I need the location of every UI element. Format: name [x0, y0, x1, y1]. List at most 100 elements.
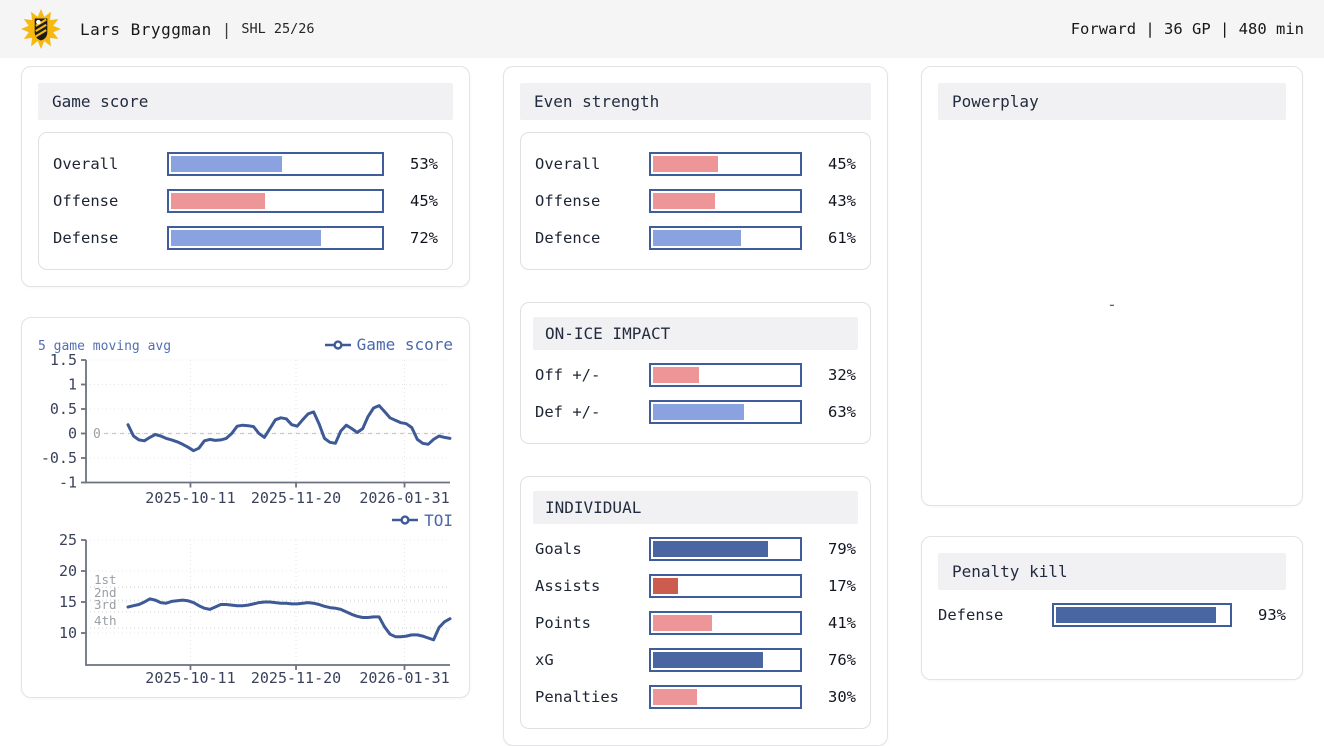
x-tick-label: 2026-01-31	[359, 489, 449, 507]
x-tick-label: 2025-10-11	[145, 489, 235, 507]
stat-bar-row: Overall 45%	[535, 152, 856, 176]
stat-value: 17%	[828, 577, 856, 595]
stat-label: Defense	[938, 606, 1004, 624]
penalty-kill-title: Penalty kill	[938, 553, 1286, 590]
x-tick-label: 2025-11-20	[251, 669, 341, 686]
powerplay-card: Powerplay -	[921, 66, 1303, 506]
stat-bar-track	[649, 537, 802, 561]
stat-value: 76%	[828, 651, 856, 669]
stat-value: 79%	[828, 540, 856, 558]
stat-bar-fill	[653, 541, 768, 557]
stat-label: Off +/-	[535, 366, 601, 384]
stat-label: Penalties	[535, 688, 619, 706]
zero-line-label: 0	[93, 427, 101, 442]
stat-value: 41%	[828, 614, 856, 632]
stat-bar-track	[649, 685, 802, 709]
right-column: Powerplay - Penalty kill Defense 93%	[921, 66, 1303, 746]
stat-bar-fill	[653, 689, 697, 705]
stat-bar-row: xG 76%	[535, 648, 856, 672]
stat-bar-row: Overall 53%	[53, 152, 438, 176]
x-tick-label: 2025-11-20	[251, 489, 341, 507]
team-logo-icon[interactable]	[20, 6, 62, 52]
stat-bar-row: Defense 93%	[938, 603, 1286, 627]
stat-value: 45%	[410, 192, 438, 210]
stat-bar-track	[649, 152, 802, 176]
stat-bar-row: Defense 72%	[53, 226, 438, 250]
y-tick-label: 10	[59, 624, 77, 642]
stat-bar-track	[167, 226, 384, 250]
stat-bar-fill	[171, 230, 322, 246]
y-tick-label: 0.5	[50, 400, 77, 418]
stat-bar-track	[649, 574, 802, 598]
game-score-bars: Overall 53% Offense 45% Defense 72%	[38, 132, 453, 270]
stat-bar-fill	[171, 156, 282, 172]
stat-bar-track	[167, 189, 384, 213]
y-tick-label: 1	[68, 376, 77, 394]
on-ice-impact-section: ON-ICE IMPACT Off +/- 32% Def +/- 63%	[520, 302, 871, 444]
stat-value: 30%	[828, 688, 856, 706]
app-header: Lars Bryggman | SHL 25/26 Forward | 36 G…	[0, 0, 1324, 58]
y-tick-label: 1.5	[50, 354, 77, 369]
stat-bar-row: Assists 17%	[535, 574, 856, 598]
stat-value: 43%	[828, 192, 856, 210]
stat-bar-fill	[653, 404, 745, 420]
zone-label: 3rd	[94, 597, 117, 612]
stat-label: Goals	[535, 540, 582, 558]
game-score-line-chart: 0 1.5 1 0.5 0 -0.5 -1 2025-10-11 2025-11-20 2026-…	[41, 354, 452, 507]
stat-bar-track	[649, 189, 802, 213]
stat-label: Overall	[535, 155, 601, 173]
stat-bar-row: Defence 61%	[535, 226, 856, 250]
stat-label: Points	[535, 614, 591, 632]
stat-bar-fill	[653, 367, 700, 383]
on-ice-impact-title: ON-ICE IMPACT	[533, 317, 858, 350]
stat-bar-track	[1052, 603, 1232, 627]
middle-column: Even strength Overall 45% Offense 43% Defenc…	[503, 66, 888, 746]
stat-label: xG	[535, 651, 554, 669]
stat-value: 93%	[1258, 606, 1286, 624]
stat-bar-track	[649, 648, 802, 672]
x-tick-label: 2025-10-11	[145, 669, 235, 686]
stat-label: Defense	[53, 229, 119, 247]
individual-title: INDIVIDUAL	[533, 491, 858, 524]
stat-bar-fill	[653, 230, 742, 246]
even-strength-card: Even strength Overall 45% Offense 43% Defenc…	[503, 66, 888, 746]
stat-label: Offense	[53, 192, 119, 210]
legend-line-marker-icon	[392, 515, 419, 525]
stat-bar-row: Def +/- 63%	[535, 400, 856, 424]
stat-bar-fill	[1056, 607, 1216, 623]
league-season: SHL 25/26	[241, 21, 315, 37]
stat-bar-fill	[653, 156, 719, 172]
on-ice-impact-bars: Off +/- 32% Def +/- 63%	[535, 363, 856, 424]
x-tick-label: 2026-01-31	[359, 669, 449, 686]
game-score-card: Game score Overall 53% Offense 45% Defense 72…	[21, 66, 470, 287]
stat-label: Def +/-	[535, 403, 601, 421]
stat-bar-row: Offense 45%	[53, 189, 438, 213]
legend-toi[interactable]: TOI	[392, 511, 453, 530]
stat-value: 32%	[828, 366, 856, 384]
stat-bar-row: Penalties 30%	[535, 685, 856, 709]
y-tick-label: -1	[59, 474, 77, 492]
stat-bar-row: Offense 43%	[535, 189, 856, 213]
individual-bars: Goals 79% Assists 17% Points 41% xG 76% Penaltie…	[535, 537, 856, 709]
stat-value: 53%	[410, 155, 438, 173]
y-tick-label: 0	[68, 425, 77, 443]
legend-line-marker-icon	[324, 339, 351, 350]
stat-bar-track	[649, 363, 802, 387]
toi-legend-row: TOI	[38, 508, 453, 532]
even-strength-bars: Overall 45% Offense 43% Defence 61%	[520, 132, 871, 270]
chart-subtitle: 5 game moving avg	[38, 339, 172, 354]
stat-value: 63%	[828, 403, 856, 421]
player-meta: Forward | 36 GP | 480 min	[1070, 20, 1304, 38]
zone-label: 1st	[94, 572, 117, 587]
legend-game-score[interactable]: Game score	[324, 335, 453, 354]
y-tick-label: 20	[59, 562, 77, 580]
stat-bar-fill	[653, 652, 764, 668]
stat-bar-fill	[171, 193, 266, 209]
stat-bar-track	[649, 611, 802, 635]
dashboard-content: Game score Overall 53% Offense 45% Defense 72…	[0, 58, 1324, 746]
left-column: Game score Overall 53% Offense 45% Defense 72…	[21, 66, 470, 746]
stat-value: 61%	[828, 229, 856, 247]
stat-bar-track	[649, 400, 802, 424]
stat-value: 45%	[828, 155, 856, 173]
